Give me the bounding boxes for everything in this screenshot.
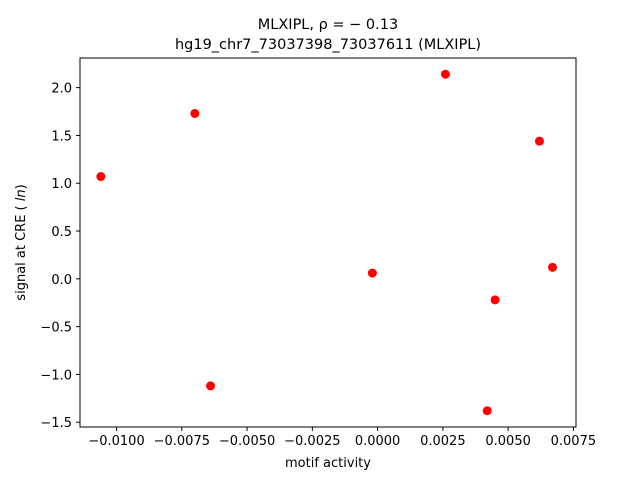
- scatter-point: [490, 295, 500, 305]
- x-tick-label: 0.0025: [420, 434, 466, 449]
- scatter-point: [534, 136, 544, 146]
- x-tick-label: 0.0000: [355, 434, 401, 449]
- y-tick-label: 0.0: [51, 273, 72, 288]
- y-tick-label: 1.5: [51, 129, 72, 144]
- scatter-point: [367, 268, 377, 278]
- x-tick-label: 0.0075: [551, 434, 597, 449]
- y-axis-label-unit: ln: [14, 189, 29, 201]
- chart-title-line2: hg19_chr7_73037398_73037611 (MLXIPL): [175, 37, 481, 53]
- y-axis-label: signal at CRE ( ln): [14, 184, 29, 300]
- scatter-point: [440, 69, 450, 79]
- y-axis-ticks: −1.5 −1.0 −0.5 0.0 0.5 1.0 1.5 2.0: [40, 82, 80, 431]
- chart-title-line1: MLXIPL, ρ = − 0.13: [258, 17, 398, 33]
- scatter-point: [96, 172, 106, 182]
- y-tick-label: 1.0: [51, 177, 72, 192]
- y-tick-label: −0.5: [40, 321, 72, 336]
- x-tick-label: −0.0050: [219, 434, 275, 449]
- x-tick-label: 0.0050: [485, 434, 531, 449]
- scatter-point: [190, 108, 200, 118]
- x-tick-label: −0.0100: [88, 434, 144, 449]
- y-axis-label-close: ): [14, 184, 29, 189]
- y-axis-label-text: signal at CRE (: [14, 205, 29, 300]
- y-tick-label: −1.0: [40, 368, 72, 383]
- data-points: [96, 69, 558, 416]
- scatter-point: [206, 381, 216, 391]
- x-tick-label: −0.0025: [284, 434, 340, 449]
- y-tick-label: 0.5: [51, 225, 72, 240]
- x-axis-ticks: −0.0100 −0.0075 −0.0050 −0.0025 0.0000 0.0025…: [88, 427, 596, 449]
- x-axis-label: motif activity: [285, 456, 371, 471]
- plot-frame: [79, 57, 577, 428]
- y-tick-label: −1.5: [40, 416, 72, 431]
- scatter-point: [548, 262, 558, 272]
- x-tick-label: −0.0075: [154, 434, 210, 449]
- y-tick-label: 2.0: [51, 82, 72, 97]
- scatter-point: [482, 406, 492, 416]
